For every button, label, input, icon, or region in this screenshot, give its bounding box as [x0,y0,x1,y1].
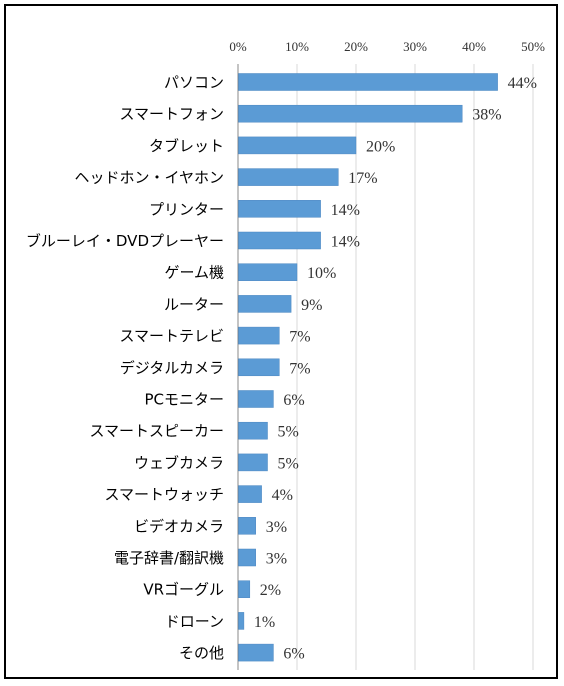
data-label: 7% [289,360,310,377]
x-tick-label: 20% [344,39,368,54]
bar [238,326,280,345]
bar [238,136,357,155]
category-label: ヘッドホン・イヤホン [74,169,224,187]
bar [238,517,256,535]
x-tick-label: 50% [521,39,545,54]
category-label: プリンター [149,200,224,218]
bar [238,263,298,281]
category-labels: パソコンスマートフォンタブレットヘッドホン・イヤホンプリンターブルーレイ・DVD… [26,74,224,663]
bar [238,390,274,408]
x-tick-label: 10% [285,39,309,54]
category-label: ウェブカメラ [134,454,224,472]
data-label: 5% [278,424,299,441]
data-label: 3% [266,519,287,536]
category-label: デジタルカメラ [120,359,224,377]
category-label: スマートテレビ [119,327,224,345]
data-label: 5% [278,455,299,472]
gridlines [237,64,534,670]
category-label: ビデオカメラ [134,517,224,535]
bar [238,358,280,377]
bar [238,73,498,91]
bar [238,612,245,630]
data-label: 9% [301,297,322,314]
bar [238,548,256,567]
x-axis-ticks: 0% 10% 20% 30% 40% 50% [229,39,545,54]
data-label: 1% [254,614,275,631]
data-label: 6% [283,646,304,663]
data-label: 44% [508,75,537,92]
chart-frame: 0% 10% 20% 30% 40% 50% パソコンスマートフォンタブレットヘッドホン・… [4,4,558,679]
data-label: 20% [366,138,395,155]
bars [238,73,498,662]
bar [238,231,321,250]
x-tick-label: 30% [403,39,427,54]
data-label: 14% [331,202,360,219]
data-label: 3% [266,551,287,568]
category-label: ルーター [164,295,224,313]
data-label: 7% [289,329,310,346]
bar-chart: 0% 10% 20% 30% 40% 50% パソコンスマートフォンタブレットヘッドホン・… [26,39,545,670]
bar [238,104,463,123]
data-label: 6% [283,392,304,409]
bar [238,200,321,218]
bar [238,295,292,313]
data-label: 4% [272,487,293,504]
bar [238,453,268,472]
x-tick-label: 0% [229,39,247,54]
category-label: ドローン [165,612,224,630]
category-label: 電子辞書/翻訳機 [114,549,224,567]
bar [238,580,251,598]
category-label: VRゴーグル [143,581,224,599]
data-label: 2% [260,582,281,599]
data-label: 14% [331,234,360,251]
data-labels: 44% 38% 20% 17% 14% 14% 10% 9% 7% 7% 6% 5% 5% 4% 3% 3% 2… [254,75,537,663]
category-label: スマートフォン [119,105,224,123]
data-label: 38% [472,107,501,124]
data-label: 17% [348,170,377,187]
category-label: スマートウォッチ [104,486,224,504]
category-label: ゲーム機 [164,264,224,282]
x-tick-label: 40% [462,39,486,54]
bar [238,485,262,503]
bar [238,643,274,662]
category-label: PCモニター [144,391,224,409]
data-label: 10% [307,265,336,282]
category-label: ブルーレイ・DVDプレーヤー [26,232,224,250]
category-label: スマートスピーカー [89,422,224,440]
category-label: タブレット [149,137,224,155]
bar [238,168,339,186]
bar [238,421,268,440]
category-label: パソコン [164,74,224,92]
category-label: その他 [179,644,224,662]
